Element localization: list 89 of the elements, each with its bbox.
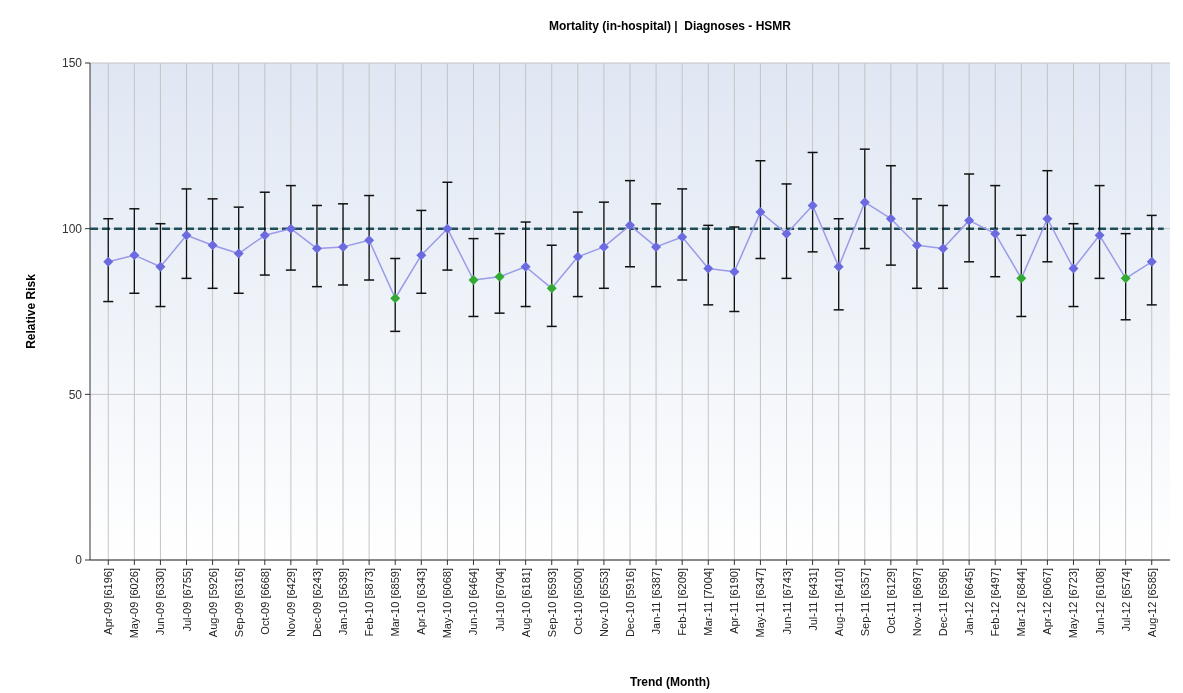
point: [1120, 273, 1131, 284]
point: [859, 197, 870, 208]
x-tick-label: Dec-11 [6596]: [937, 568, 950, 637]
x-tick-label: Nov-11 [6697]: [910, 568, 923, 637]
y-axis-title: Relative Risk: [24, 273, 38, 349]
point: [755, 207, 766, 218]
point: [1094, 230, 1105, 241]
y-tick-label: 0: [75, 553, 83, 568]
point: [364, 235, 375, 246]
x-tick-label: Sep-10 [6593]: [545, 568, 558, 638]
x-tick-label: Sep-11 [6357]: [858, 568, 871, 637]
y-tick-label: 100: [61, 221, 83, 236]
point: [416, 250, 427, 261]
point: [390, 293, 401, 304]
point: [468, 275, 479, 286]
point: [338, 241, 349, 252]
x-tick-label: Jun-10 [6464]: [467, 568, 480, 636]
x-tick-label: Apr-11 [6190]: [728, 568, 741, 634]
point: [703, 263, 714, 274]
point: [285, 223, 296, 234]
point: [964, 215, 975, 226]
x-tick-label: Apr-10 [6343]: [415, 568, 428, 635]
point: [259, 230, 270, 241]
point: [1042, 213, 1053, 224]
x-axis-title: Trend (Month): [630, 675, 710, 689]
x-tick-label: Mar-12 [6844]: [1015, 568, 1028, 637]
x-tick-label: Jul-10 [6704]: [493, 568, 506, 632]
x-tick-label: Aug-10 [6181]: [519, 568, 532, 638]
point: [651, 241, 662, 252]
point: [129, 250, 140, 261]
point: [572, 251, 583, 262]
x-tick-label: Apr-09 [6196]: [102, 568, 115, 635]
x-tick-label: Apr-12 [6067]: [1041, 568, 1054, 635]
x-tick-label: Aug-09 [5926]: [206, 568, 219, 638]
y-tick-label: 50: [68, 387, 83, 402]
point: [233, 248, 244, 259]
point: [807, 200, 818, 211]
y-tick-label: 150: [61, 56, 83, 71]
x-tick-label: Feb-11 [6209]: [676, 568, 689, 636]
x-tick-label: Jun-09 [6330]: [154, 568, 167, 636]
x-tick-label: Jul-09 [6755]: [180, 568, 193, 632]
x-tick-label: Jul-11 [6431]: [806, 568, 819, 631]
point: [833, 261, 844, 272]
x-tick-label: Jul-12 [6574]: [1119, 568, 1132, 632]
point: [546, 283, 557, 294]
x-tick-label: Oct-09 [6668]: [258, 568, 271, 635]
x-tick-label: May-12 [6723]: [1067, 568, 1080, 639]
x-tick-label: Nov-10 [6553]: [597, 568, 610, 638]
point: [990, 228, 1001, 239]
point: [1016, 273, 1027, 284]
x-tick-label: Jan-12 [6645]: [963, 568, 976, 636]
point: [625, 220, 635, 231]
x-tick-label: Mar-10 [6859]: [389, 568, 402, 637]
x-tick-label: May-11 [6347]: [754, 568, 767, 638]
point: [181, 230, 192, 241]
point: [598, 241, 609, 252]
x-tick-label: Jun-11 [6743]: [780, 568, 793, 635]
point: [311, 243, 322, 254]
x-tick-label: Dec-09 [6243]: [310, 568, 323, 638]
point: [885, 213, 896, 224]
point: [1146, 256, 1157, 267]
x-tick-label: Oct-11 [6129]: [884, 568, 897, 634]
x-tick-label: Feb-10 [5873]: [363, 568, 376, 637]
point: [938, 243, 949, 254]
point: [494, 271, 505, 282]
x-tick-label: Nov-09 [6429]: [284, 568, 297, 638]
x-tick-label: Aug-12 [6585]: [1145, 568, 1158, 638]
point: [155, 261, 166, 272]
point: [520, 261, 531, 272]
point: [103, 256, 114, 267]
point: [911, 240, 922, 251]
x-tick-label: Mar-11 [7004]: [702, 568, 715, 636]
x-tick-label: Oct-10 [6500]: [571, 568, 584, 635]
point: [729, 266, 740, 277]
x-tick-label: Aug-11 [6410]: [832, 568, 845, 637]
x-tick-label: May-09 [6026]: [128, 568, 141, 639]
x-tick-label: Dec-10 [5916]: [624, 568, 636, 638]
x-tick-label: Sep-09 [6316]: [232, 568, 245, 638]
x-tick-label: Jan-11 [6387]: [650, 568, 663, 635]
point: [781, 228, 792, 239]
x-tick-label: Jan-10 [5639]: [337, 568, 350, 636]
x-tick-label: Feb-12 [6497]: [989, 568, 1002, 637]
point: [442, 223, 453, 234]
point: [1068, 263, 1079, 274]
x-tick-label: Jun-12 [6108]: [1093, 568, 1106, 636]
x-tick-label: May-10 [6068]: [441, 568, 454, 639]
chart-title: Mortality (in-hospital) | Diagnoses - HSMR: [548, 19, 792, 33]
point: [677, 231, 688, 242]
point: [207, 240, 218, 251]
